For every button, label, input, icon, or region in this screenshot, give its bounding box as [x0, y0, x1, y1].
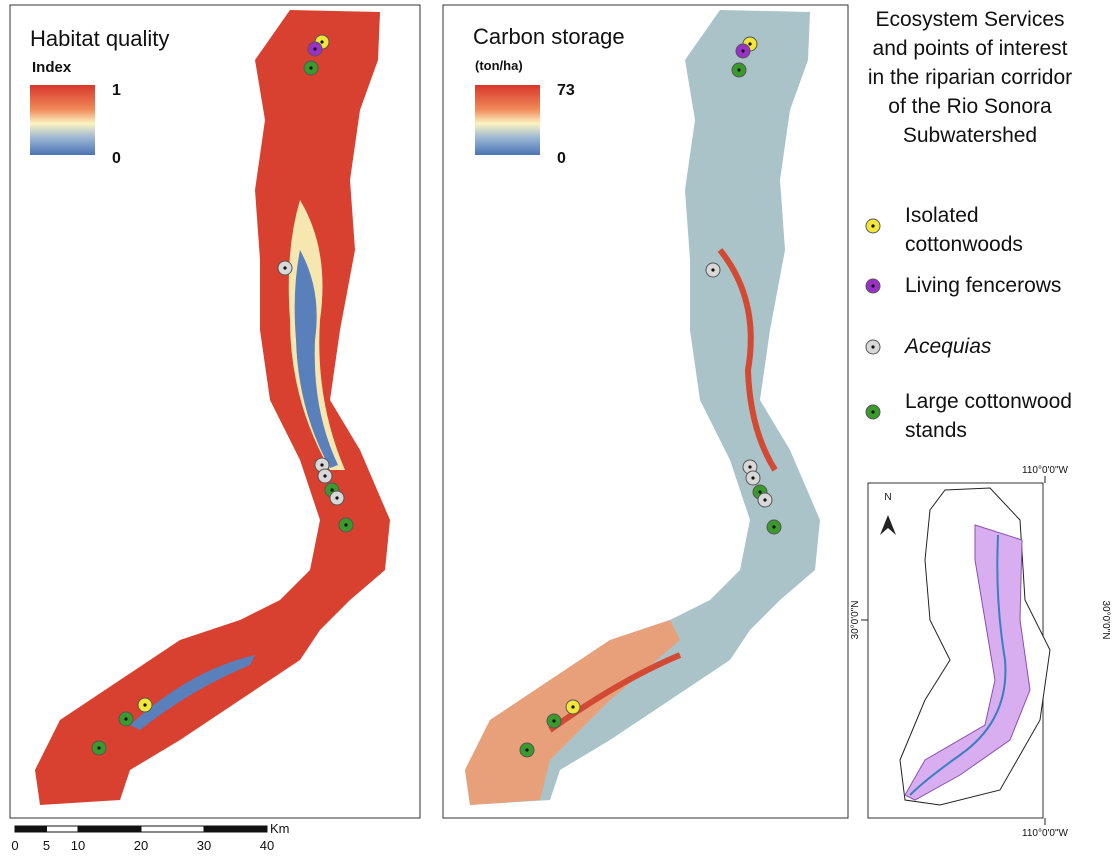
poi-dot	[871, 224, 874, 227]
info-title: in the riparian corridor	[868, 66, 1072, 89]
legend-min: 0	[557, 150, 566, 167]
info-title: and points of interest	[873, 37, 1068, 60]
poi-dot	[748, 465, 751, 468]
scale-segment	[15, 826, 47, 832]
legend-max: 73	[557, 82, 575, 99]
scale-label: 0	[11, 838, 18, 853]
poi-dot	[525, 748, 528, 751]
legend-title: Index	[32, 59, 72, 76]
legend-ramp	[475, 85, 540, 155]
poi-dot	[330, 488, 333, 491]
poi-dot	[97, 746, 100, 749]
poi-dot	[871, 410, 874, 413]
coord-label: 110°0'0"W	[1022, 828, 1069, 839]
scale-label: 40	[260, 838, 274, 853]
poi-dot	[871, 284, 874, 287]
info-title: Ecosystem Services	[875, 8, 1064, 31]
legend-label: Isolated	[905, 204, 979, 227]
legend-max: 1	[112, 82, 121, 99]
scale-segment	[204, 826, 267, 832]
info-panel: Ecosystem Services and points of interest…	[866, 8, 1072, 442]
poi-dot	[737, 68, 740, 71]
poi-dot	[320, 463, 323, 466]
scale-segment	[141, 826, 204, 832]
panel-title: Habitat quality	[30, 26, 169, 51]
legend-label: Large cottonwood	[905, 390, 1072, 413]
scale-label: 5	[43, 838, 50, 853]
poi-dot	[758, 490, 761, 493]
legend-min: 0	[112, 150, 121, 167]
legend-title: (ton/ha)	[475, 58, 523, 73]
scale-label: 20	[134, 838, 148, 853]
poi-dot	[552, 719, 555, 722]
scale-segment	[78, 826, 141, 832]
legend-label: Living fencerows	[905, 274, 1061, 297]
scale-unit: Km	[270, 821, 290, 836]
poi-dot	[335, 496, 338, 499]
poi-dot	[751, 476, 754, 479]
poi-dot	[571, 705, 574, 708]
poi-dot	[283, 266, 286, 269]
poi-dot	[871, 345, 874, 348]
coord-label: 30°0'0"N	[850, 601, 861, 640]
scale-bar: 0 5 10 20 30 40 Km	[11, 821, 289, 853]
info-title: Subwatershed	[903, 124, 1037, 147]
poi-dot	[344, 523, 347, 526]
legend-label: cottonwoods	[905, 233, 1023, 256]
poi-dot	[309, 66, 312, 69]
scale-label: 30	[197, 838, 211, 853]
poi-dot	[741, 49, 744, 52]
poi-dot	[711, 268, 714, 271]
scale-label: 10	[71, 838, 85, 853]
north-label: N	[884, 492, 891, 503]
poi-dot	[320, 40, 323, 43]
panel-title: Carbon storage	[473, 24, 625, 49]
poi-dot	[323, 474, 326, 477]
scale-segment	[47, 826, 79, 832]
poi-dot	[763, 498, 766, 501]
coord-label: 110°0'0"W	[1022, 465, 1069, 476]
info-title: of the Rio Sonora	[888, 95, 1052, 118]
poi-dot	[748, 42, 751, 45]
poi-dot	[772, 525, 775, 528]
poi-dot	[124, 717, 127, 720]
legend-label: stands	[905, 419, 967, 442]
coord-label: 30°0'0"N	[1100, 601, 1111, 640]
legend-ramp	[30, 85, 95, 155]
figure: Habitat quality Index 1 0 Carbon storage…	[0, 0, 1114, 858]
poi-dot	[143, 703, 146, 706]
legend-label: Acequias	[903, 335, 992, 358]
poi-dot	[313, 47, 316, 50]
